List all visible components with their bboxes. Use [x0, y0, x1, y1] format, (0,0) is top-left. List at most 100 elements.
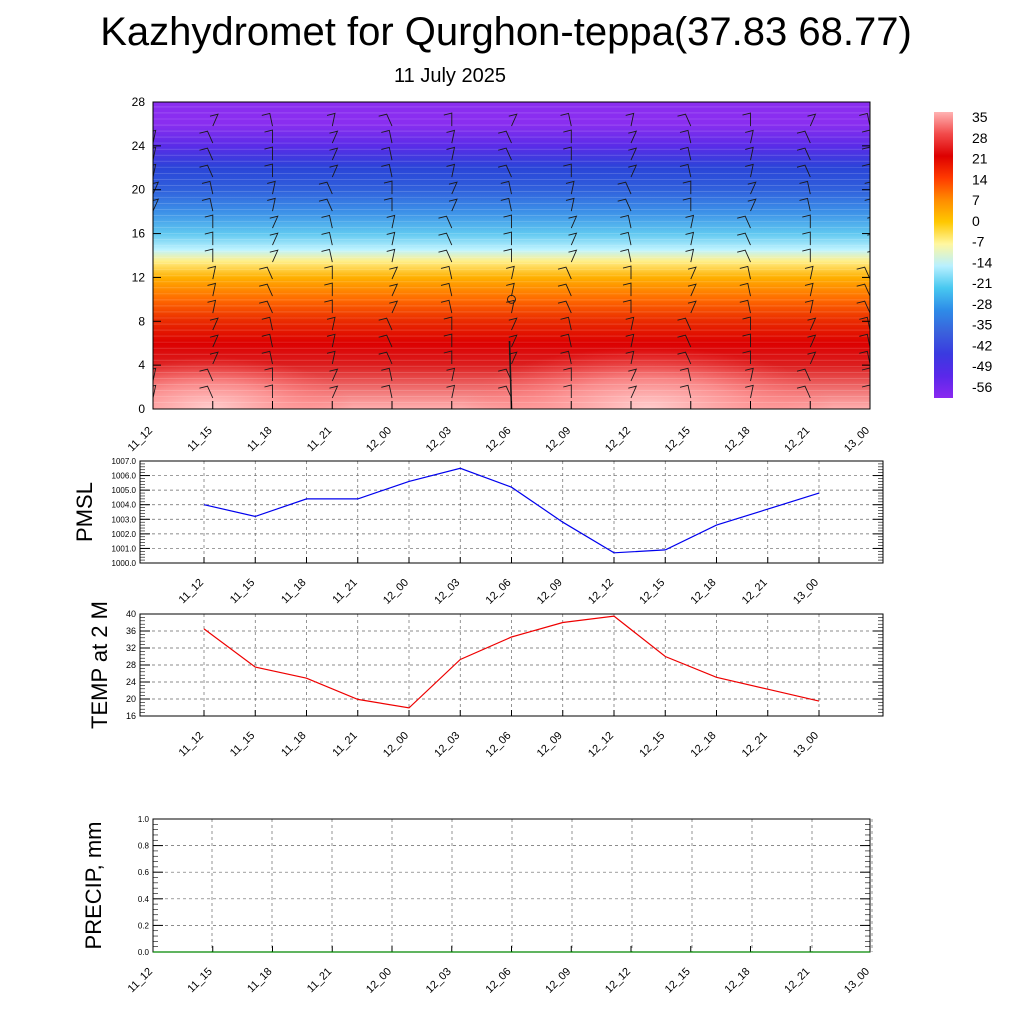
wind-barb	[687, 300, 697, 314]
chart-subtitle: 11 July 2025	[394, 65, 506, 87]
wind-barb	[199, 385, 214, 399]
wind-barb	[622, 282, 632, 297]
x-tick-label: 12_12	[603, 966, 633, 996]
wind-barb	[443, 112, 453, 127]
wind-barb	[329, 147, 339, 161]
wind-barb	[259, 283, 273, 297]
wind-barb	[446, 384, 456, 399]
wind-barb	[799, 180, 811, 195]
wind-barb	[209, 351, 219, 365]
wind-barb	[259, 300, 273, 314]
panel-frame	[152, 818, 871, 953]
wind-barb	[568, 249, 578, 263]
wind-barb	[207, 299, 217, 314]
wind-barb	[856, 283, 870, 297]
y-tick-label: 0.8	[138, 842, 150, 851]
x-tick-label: 12_21	[782, 966, 812, 996]
x-tick-label: 13_00	[842, 966, 872, 996]
wind-barb	[269, 249, 279, 263]
wind-barb	[568, 215, 578, 229]
wind-barb	[856, 266, 870, 280]
wind-barb	[804, 299, 814, 314]
wind-barb	[859, 350, 870, 365]
x-tick-label: 12_00	[364, 966, 394, 996]
y-tick-label: 1.0	[138, 815, 150, 824]
x-tick-label: 11_12	[126, 966, 156, 996]
wind-barb	[199, 368, 214, 382]
wind-barb	[679, 146, 692, 161]
wind-barb	[321, 231, 333, 246]
colorbar: 35 28 21 14 7 0 -7 -14 -21 -28 -35 -42 -49 -56	[934, 109, 992, 398]
wind-barb	[807, 317, 817, 331]
x-tick-label: 12_06	[484, 425, 514, 455]
wind-barb	[796, 385, 811, 399]
wind-barb	[378, 334, 393, 348]
x-tick-label: 12_06	[484, 577, 514, 607]
colorbar-label: 21	[972, 151, 988, 167]
colorbar-scale	[934, 112, 953, 398]
colorbar-label: -28	[972, 296, 992, 312]
x-tick-label: 11_21	[305, 425, 335, 455]
wind-barb	[381, 163, 393, 178]
wind-barb	[622, 265, 632, 280]
wind-barb	[153, 146, 157, 161]
wind-barb	[625, 316, 635, 331]
wind-barb	[799, 197, 811, 212]
y-tick-label: 1004.0	[112, 501, 137, 510]
wind-barb	[446, 146, 456, 161]
y-tick-label: 40	[126, 609, 136, 619]
x-tick-label: 12_03	[432, 730, 462, 760]
wind-barb	[324, 299, 333, 314]
wind-barb	[796, 147, 811, 161]
wind-barb	[381, 146, 393, 161]
y-tick-label: 4	[138, 358, 145, 372]
wind-barb	[261, 350, 273, 365]
wind-barb	[560, 316, 572, 331]
x-tick-label: 11_12	[177, 577, 207, 607]
wind-barb	[329, 368, 339, 382]
x-tick-label: 11_15	[228, 577, 258, 607]
x-tick-label: 12_09	[543, 425, 573, 455]
wind-barb	[199, 147, 214, 161]
wind-barb	[682, 197, 692, 212]
wind-barb	[685, 248, 695, 263]
wind-barb	[745, 384, 754, 399]
wind-barb	[201, 180, 214, 195]
y-tick-label: 24	[132, 139, 146, 153]
y-tick-label: 1001.0	[112, 544, 137, 553]
x-tick-label: 11_12	[177, 730, 207, 760]
x-tick-label: 12_18	[689, 730, 719, 760]
wind-barb	[503, 231, 512, 246]
x-tick-label: 11_21	[330, 730, 360, 760]
y-tick-label: 1006.0	[112, 472, 137, 481]
wind-barb	[739, 265, 751, 280]
wind-barb	[261, 333, 273, 348]
wind-barb	[747, 181, 757, 195]
x-tick-label: 11_12	[126, 425, 156, 455]
x-tick-label: 12_15	[637, 577, 667, 607]
wind-barb	[381, 129, 393, 144]
wind-barb	[677, 317, 692, 331]
x-tick-label: 12_09	[535, 730, 565, 760]
wind-barb	[796, 368, 811, 382]
wind-barb	[677, 334, 692, 348]
wind-barb	[807, 334, 817, 348]
wind-barb	[628, 368, 638, 382]
wind-barb	[745, 367, 754, 382]
wind-barb	[207, 265, 217, 280]
wind-barb	[625, 350, 635, 365]
wind-barb	[687, 266, 697, 280]
wind-barb	[807, 113, 817, 127]
wind-barb	[153, 293, 154, 297]
wind-barb	[381, 384, 393, 399]
wind-barb	[440, 265, 453, 280]
wind-barb	[440, 299, 453, 314]
wind-barb	[324, 282, 333, 297]
x-tick-label: 12_12	[603, 425, 633, 455]
pmsl-panel: 1000.0 1001.0 1002.0 1003.0 1004.0 1005.0 1006…	[72, 457, 884, 607]
wind-barb	[859, 316, 870, 331]
wind-barb	[264, 146, 273, 161]
wind-barb	[506, 282, 515, 297]
wind-barb	[378, 113, 393, 127]
